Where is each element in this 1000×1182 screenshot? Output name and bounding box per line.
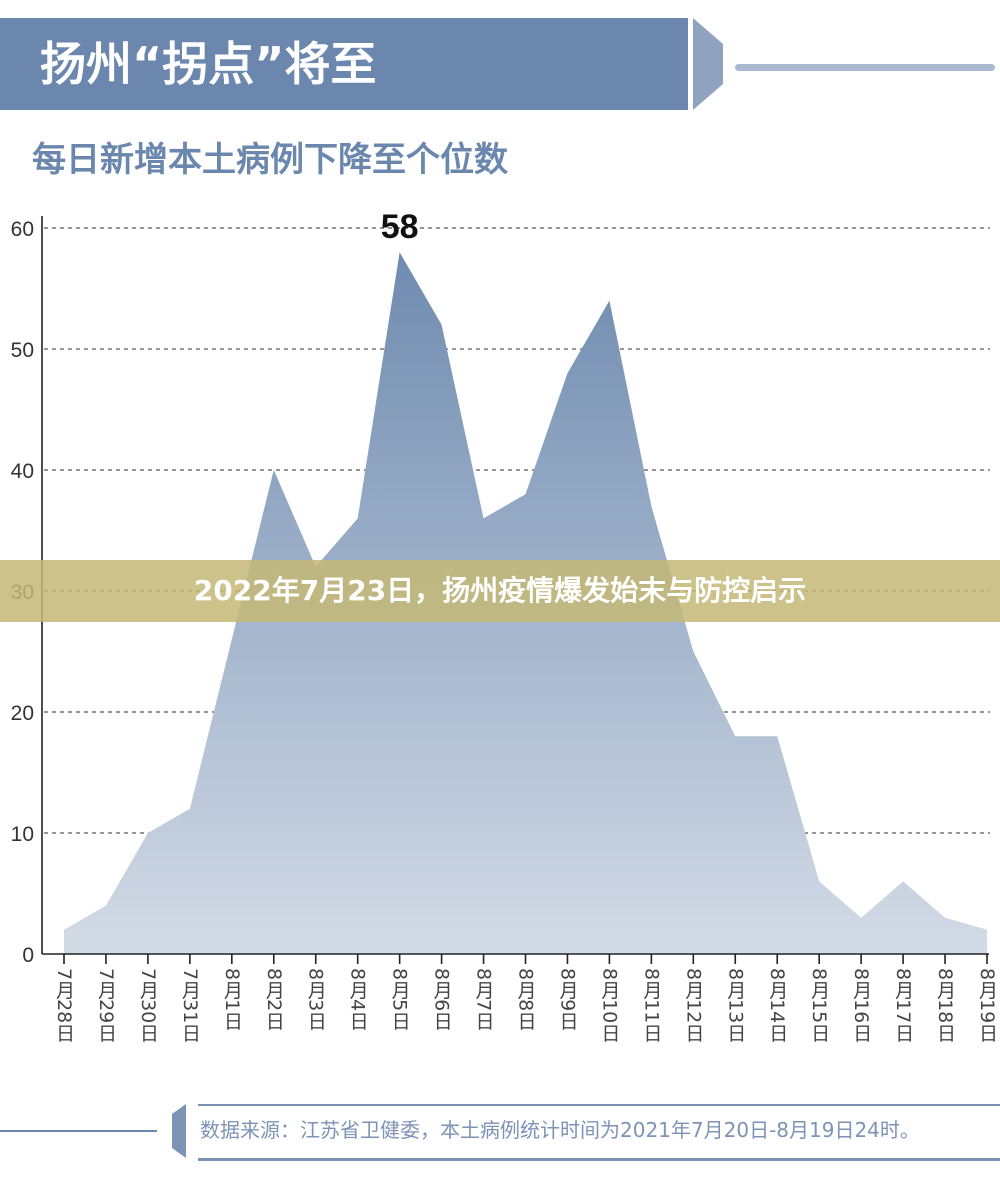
x-tick-label: 8月5日: [388, 968, 411, 1031]
y-tick-label: 0: [22, 944, 34, 967]
arrow-decoration-icon: [693, 18, 723, 110]
x-tick-label: 7月28日: [53, 968, 75, 1043]
source-note: 数据来源：江苏省卫健委，本土病例统计时间为2021年7月20日-8月19日24时…: [200, 1118, 920, 1142]
x-tick-label: 7月29日: [94, 968, 117, 1043]
source-divider: [0, 1130, 157, 1132]
x-tick-label: 7月31日: [178, 968, 201, 1043]
x-tick-label: 8月15日: [808, 968, 831, 1043]
x-tick-label: 8月3日: [304, 968, 327, 1031]
y-tick-label: 50: [11, 339, 34, 362]
x-tick-label: 8月2日: [262, 968, 285, 1031]
x-tick-label: 8月4日: [346, 968, 369, 1031]
y-tick-label: 60: [11, 218, 34, 241]
x-tick-label: 8月16日: [850, 968, 873, 1043]
x-tick-label: 8月14日: [766, 968, 789, 1043]
x-tick-label: 8月10日: [598, 968, 621, 1043]
peak-label: 58: [381, 208, 419, 246]
headline-text: 2022年7月23日，扬州疫情爆发始末与防控启示: [193, 574, 807, 607]
x-tick-label: 8月13日: [724, 968, 747, 1043]
x-tick-label: 8月18日: [934, 968, 957, 1043]
x-tick-label: 8月6日: [430, 968, 453, 1031]
page-subtitle: 每日新增本土病例下降至个位数: [32, 140, 508, 180]
y-tick-label: 40: [11, 460, 34, 483]
source-tab-decoration: [172, 1104, 186, 1158]
title-divider: [735, 64, 995, 71]
source-box: [198, 1104, 1000, 1161]
headline-banner: [0, 560, 1000, 622]
x-tick-label: 8月9日: [556, 968, 579, 1031]
y-tick-label: 20: [11, 702, 34, 725]
x-tick-label: 8月11日: [640, 968, 663, 1043]
x-tick-label: 8月17日: [892, 968, 915, 1043]
x-tick-label: 8月19日: [976, 968, 998, 1043]
title-band: [0, 18, 688, 110]
y-tick-label: 10: [11, 823, 34, 846]
x-tick-label: 8月7日: [472, 968, 495, 1031]
page-title: 扬州“拐点”将至: [40, 37, 377, 91]
x-tick-label: 8月12日: [682, 968, 705, 1043]
x-tick-label: 7月30日: [136, 968, 159, 1043]
x-tick-label: 8月1日: [220, 968, 243, 1031]
x-tick-label: 8月8日: [514, 968, 537, 1031]
